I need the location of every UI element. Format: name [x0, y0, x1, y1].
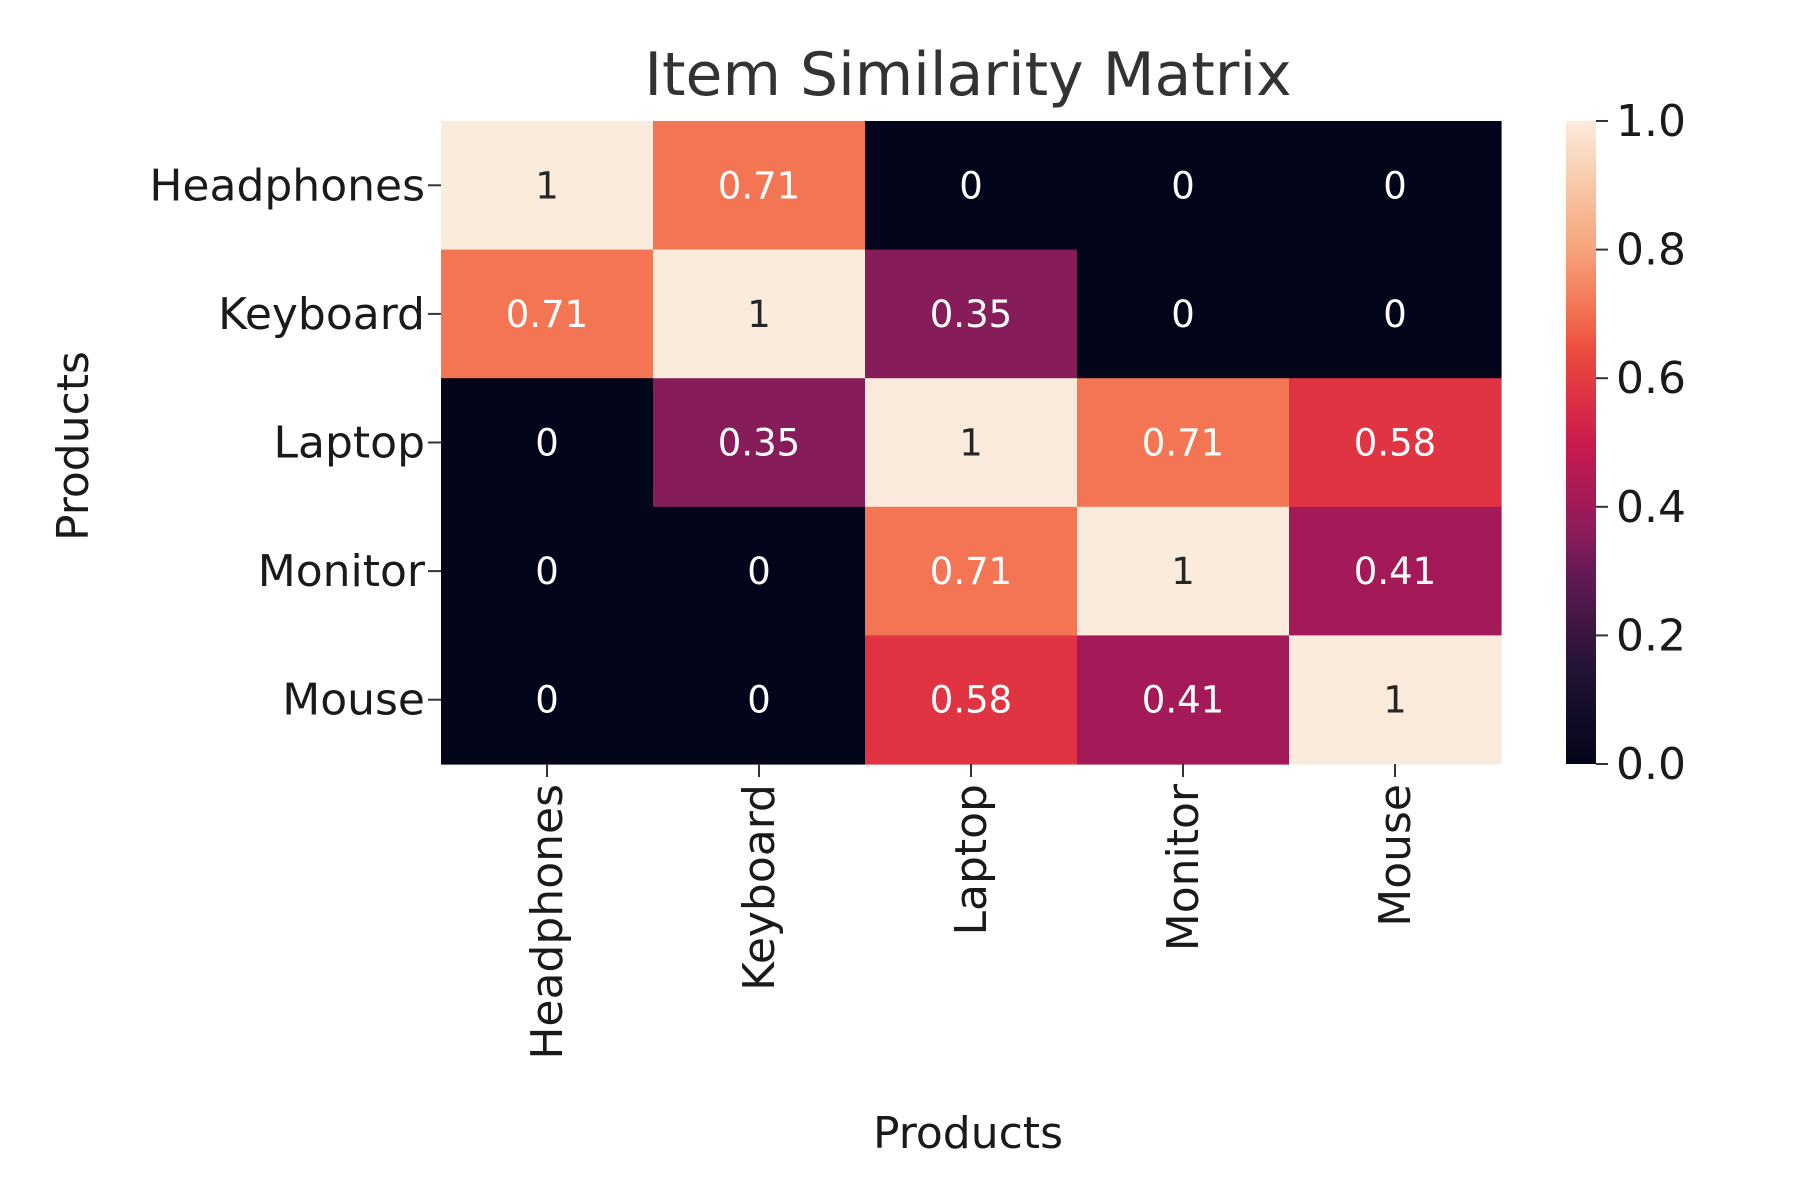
heatmap-cell-monitor-keyboard: [653, 506, 866, 636]
heatmap-cell-laptop-monitor: [1077, 378, 1290, 508]
cell-value-label: 0: [747, 679, 771, 722]
colorbar-tick-label: 0.0: [1616, 739, 1686, 790]
cell-value-label: 0.35: [930, 293, 1012, 336]
colorbar-ticks: 0.0 0.2 0.4 0.6 0.8 1.0: [1596, 96, 1686, 790]
cell-value-label: 0: [535, 550, 559, 593]
x-tick-label-headphones: Headphones: [522, 784, 573, 1060]
y-tick-label-monitor: Monitor: [258, 546, 426, 597]
heatmap-cell-monitor-monitor: [1077, 506, 1290, 636]
heatmap-cell-laptop-headphones: [441, 378, 654, 508]
cell-value-label: 0: [1171, 293, 1195, 336]
heatmap-cell-laptop-laptop: [865, 378, 1078, 508]
cell-value-label: 0.41: [1142, 679, 1224, 722]
heatmap-cell-labels: 1 0.71 0 0 0 0.71 1 0.35 0 0 0 0.35 1 0.71 0.58 0 0 0.71 1…: [506, 164, 1436, 721]
heatmap-cell-monitor-headphones: [441, 506, 654, 636]
heatmap-cell-headphones-headphones: [441, 121, 654, 251]
heatmap-cell-keyboard-mouse: [1289, 249, 1502, 379]
cell-value-label: 0: [747, 550, 771, 593]
heatmap-cell-mouse-keyboard: [653, 635, 866, 765]
cell-value-label: 0.71: [718, 164, 800, 207]
heatmap-cell-laptop-keyboard: [653, 378, 866, 508]
heatmap-cell-mouse-mouse: [1289, 635, 1502, 765]
x-axis-ticks: Headphones Keyboard Laptop Monitor Mouse: [522, 764, 1421, 1060]
x-axis-label: Products: [873, 1108, 1063, 1159]
cell-value-label: 0.71: [1142, 422, 1224, 465]
heatmap-cell-keyboard-headphones: [441, 249, 654, 379]
heatmap-cell-headphones-monitor: [1077, 121, 1290, 251]
x-tick-label-monitor: Monitor: [1158, 783, 1209, 951]
cell-value-label: 0.58: [1354, 422, 1436, 465]
cell-value-label: 1: [1171, 550, 1195, 593]
cell-value-label: 0.41: [1354, 550, 1436, 593]
cell-value-label: 0.58: [930, 679, 1012, 722]
heatmap-cells: [441, 121, 1502, 765]
chart-title: Item Similarity Matrix: [644, 40, 1291, 110]
heatmap-cell-keyboard-laptop: [865, 249, 1078, 379]
colorbar-tick-label: 0.6: [1616, 353, 1686, 404]
y-tick-label-keyboard: Keyboard: [218, 289, 425, 340]
heatmap-cell-headphones-keyboard: [653, 121, 866, 251]
y-axis-label: Products: [48, 351, 99, 541]
colorbar-tick-label: 1.0: [1616, 96, 1686, 147]
colorbar-gradient: [1566, 121, 1596, 764]
heatmap-cell-mouse-monitor: [1077, 635, 1290, 765]
cell-value-label: 0: [535, 679, 559, 722]
y-axis-ticks: Headphones Keyboard Laptop Monitor Mouse: [149, 160, 441, 726]
colorbar: 0.0 0.2 0.4 0.6 0.8 1.0: [1566, 96, 1686, 790]
cell-value-label: 0.35: [718, 422, 800, 465]
cell-value-label: 0: [1383, 293, 1407, 336]
colorbar-tick-label: 0.4: [1616, 482, 1686, 533]
heatmap-cell-headphones-mouse: [1289, 121, 1502, 251]
heatmap-cell-keyboard-monitor: [1077, 249, 1290, 379]
heatmap-cell-laptop-mouse: [1289, 378, 1502, 508]
x-tick-label-laptop: Laptop: [946, 784, 997, 936]
cell-value-label: 0: [959, 164, 983, 207]
cell-value-label: 1: [747, 293, 771, 336]
cell-value-label: 0: [535, 422, 559, 465]
heatmap-cell-mouse-headphones: [441, 635, 654, 765]
cell-value-label: 0.71: [930, 550, 1012, 593]
cell-value-label: 0: [1383, 164, 1407, 207]
x-tick-label-mouse: Mouse: [1370, 784, 1421, 927]
cell-value-label: 0.71: [506, 293, 588, 336]
colorbar-tick-label: 0.8: [1616, 225, 1686, 276]
cell-value-label: 0: [1171, 164, 1195, 207]
cell-value-label: 1: [1383, 679, 1407, 722]
heatmap-cell-headphones-laptop: [865, 121, 1078, 251]
y-tick-label-laptop: Laptop: [273, 418, 425, 469]
heatmap-cell-monitor-mouse: [1289, 506, 1502, 636]
heatmap-cell-monitor-laptop: [865, 506, 1078, 636]
x-tick-label-keyboard: Keyboard: [734, 784, 785, 991]
y-tick-label-headphones: Headphones: [149, 160, 425, 211]
heatmap-cell-keyboard-keyboard: [653, 249, 866, 379]
heatmap-cell-mouse-laptop: [865, 635, 1078, 765]
y-tick-label-mouse: Mouse: [282, 675, 425, 726]
colorbar-tick-label: 0.2: [1616, 610, 1686, 661]
cell-value-label: 1: [959, 422, 983, 465]
cell-value-label: 1: [535, 164, 559, 207]
